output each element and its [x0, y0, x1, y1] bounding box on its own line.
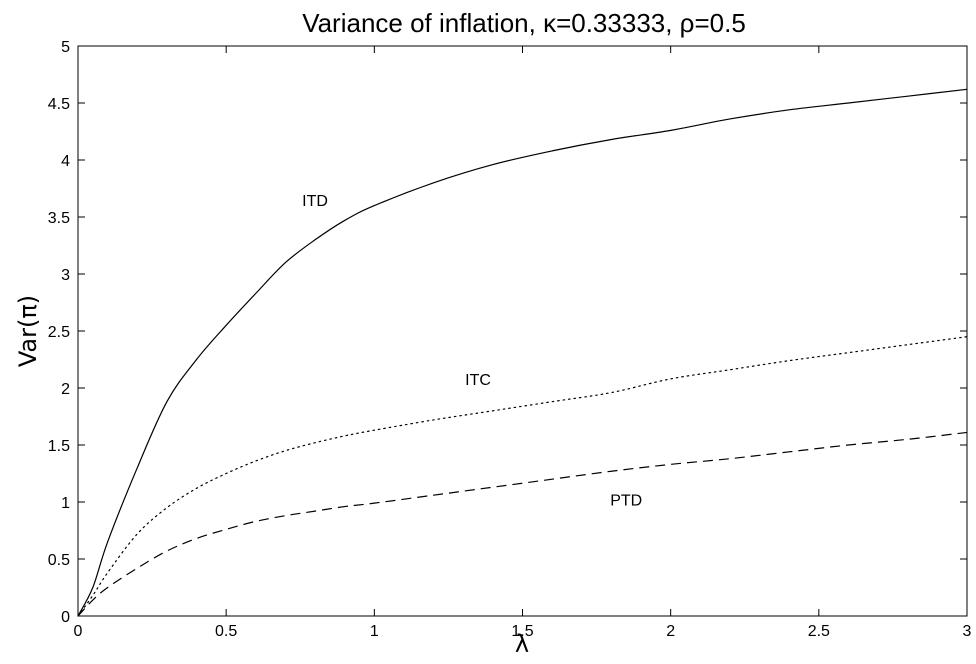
y-axis-label: Var(π) — [14, 295, 42, 367]
series-label-ptd: PTD — [610, 493, 642, 510]
y-tick-label: 1 — [61, 495, 70, 512]
plot-area — [77, 45, 968, 617]
y-tick-label: 2.5 — [48, 324, 70, 341]
series-line-itd — [77, 88, 968, 617]
x-axis-label: λ — [515, 630, 529, 658]
series-label-itd: ITD — [302, 193, 328, 210]
x-tick-label: 0 — [74, 623, 83, 640]
x-tick-label: 2 — [666, 623, 675, 640]
y-tick-label: 5 — [61, 39, 70, 56]
y-axis: 0 0.5 1 1.5 2 2.5 3 3.5 4 4.5 5 — [48, 39, 967, 626]
chart-title: Variance of inflation, κ=0.33333, ρ=0.5 — [302, 8, 746, 38]
x-tick-label: 3 — [963, 623, 972, 640]
annotation-layer: ITD ITC PTD — [302, 193, 642, 510]
y-tick-label: 3.5 — [48, 210, 70, 227]
y-tick-label: 4.5 — [48, 96, 70, 113]
x-tick-label: 1.5 — [511, 623, 533, 640]
y-tick-label: 1.5 — [48, 438, 70, 455]
series-layer — [77, 88, 968, 617]
x-tick-label: 0.5 — [215, 623, 237, 640]
y-tick-label: 4 — [61, 153, 70, 170]
y-tick-label: 2 — [61, 381, 70, 398]
x-tick-label: 2.5 — [808, 623, 830, 640]
x-tick-label: 1 — [370, 623, 379, 640]
series-line-itc — [77, 336, 968, 617]
y-tick-label: 0.5 — [48, 552, 70, 569]
x-axis: 0 0.5 1 1.5 2 2.5 3 — [74, 46, 972, 640]
y-tick-label: 3 — [61, 267, 70, 284]
series-line-ptd — [77, 431, 968, 617]
series-label-itc: ITC — [465, 372, 491, 389]
y-tick-label: 0 — [61, 609, 70, 626]
